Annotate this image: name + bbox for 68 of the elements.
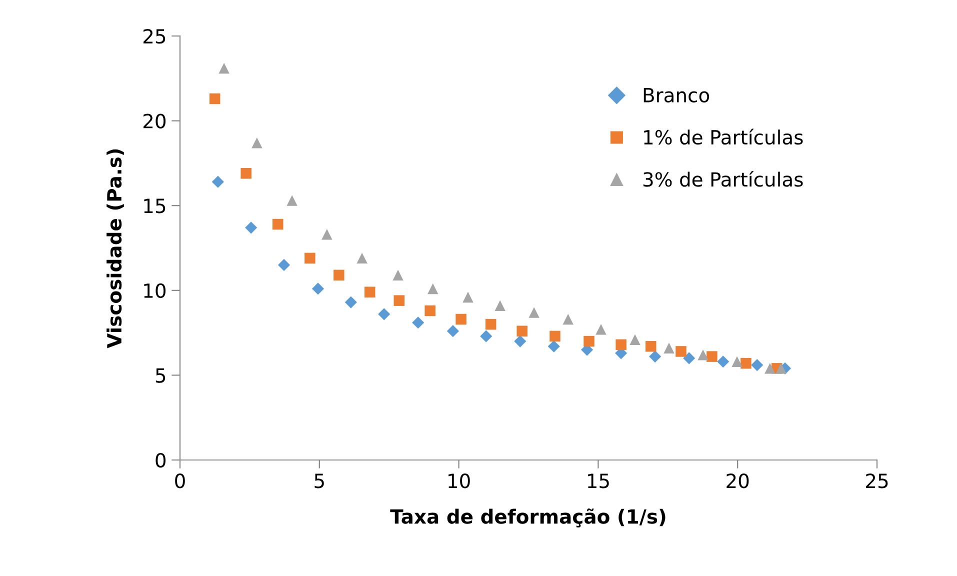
- point: [427, 283, 438, 294]
- point: [584, 336, 594, 347]
- legend-label: 1% de Partículas: [644, 128, 803, 145]
- point: [392, 270, 404, 281]
- point: [776, 363, 786, 374]
- point: [485, 318, 496, 330]
- y-tick-label: 25: [143, 28, 166, 44]
- legend-label: 3% de Partículas: [643, 170, 803, 187]
- point: [218, 62, 230, 74]
- x-tick-label: 25: [866, 474, 888, 488]
- x-tick-label: 10: [448, 474, 470, 488]
- point: [548, 340, 560, 352]
- x-axis-title: Taxa de deformação (1/s): [390, 508, 666, 528]
- point: [212, 176, 224, 188]
- point: [516, 326, 528, 336]
- point: [698, 349, 708, 360]
- point: [740, 358, 752, 369]
- point: [732, 356, 742, 368]
- point: [272, 218, 284, 230]
- x-tick-label: 15: [588, 474, 609, 488]
- point: [717, 356, 730, 368]
- point: [494, 300, 506, 312]
- point: [480, 330, 492, 342]
- point: [378, 308, 390, 320]
- point: [616, 339, 626, 350]
- point: [751, 358, 764, 372]
- y-tick-label: 10: [144, 283, 166, 298]
- x-tick-label: 5: [314, 474, 324, 488]
- point: [304, 252, 316, 264]
- point: [446, 325, 459, 338]
- y-tick-label: 20: [143, 114, 166, 128]
- point: [240, 168, 252, 179]
- y-tick-label: 0: [156, 452, 166, 468]
- point: [706, 351, 718, 362]
- point: [646, 340, 656, 352]
- point: [514, 335, 526, 348]
- point: [245, 222, 258, 234]
- x-tick-label: 20: [726, 474, 749, 488]
- point: [312, 282, 324, 295]
- point: [664, 342, 674, 354]
- point: [596, 324, 606, 335]
- point: [683, 352, 696, 364]
- point: [412, 316, 424, 329]
- x-tick-label: 0: [175, 474, 185, 488]
- point: [356, 252, 368, 264]
- point: [364, 286, 376, 298]
- point: [278, 258, 290, 272]
- point: [394, 295, 405, 306]
- point: [456, 314, 466, 325]
- point: [462, 292, 474, 303]
- point: [528, 307, 540, 318]
- point: [286, 195, 298, 206]
- point: [424, 305, 436, 316]
- point: [209, 93, 220, 104]
- y-axis-title: Viscosidade (Pa.s): [106, 149, 124, 348]
- point: [764, 363, 776, 374]
- point: [344, 296, 357, 308]
- point: [649, 350, 662, 363]
- point: [676, 346, 686, 357]
- point: [630, 334, 640, 345]
- point: [562, 314, 574, 325]
- legend-label: Branco: [644, 88, 710, 102]
- point: [550, 330, 560, 342]
- y-tick-label: 5: [156, 368, 166, 383]
- y-tick-label: 15: [144, 198, 166, 214]
- point: [252, 137, 262, 148]
- point: [334, 270, 344, 281]
- point: [322, 229, 332, 240]
